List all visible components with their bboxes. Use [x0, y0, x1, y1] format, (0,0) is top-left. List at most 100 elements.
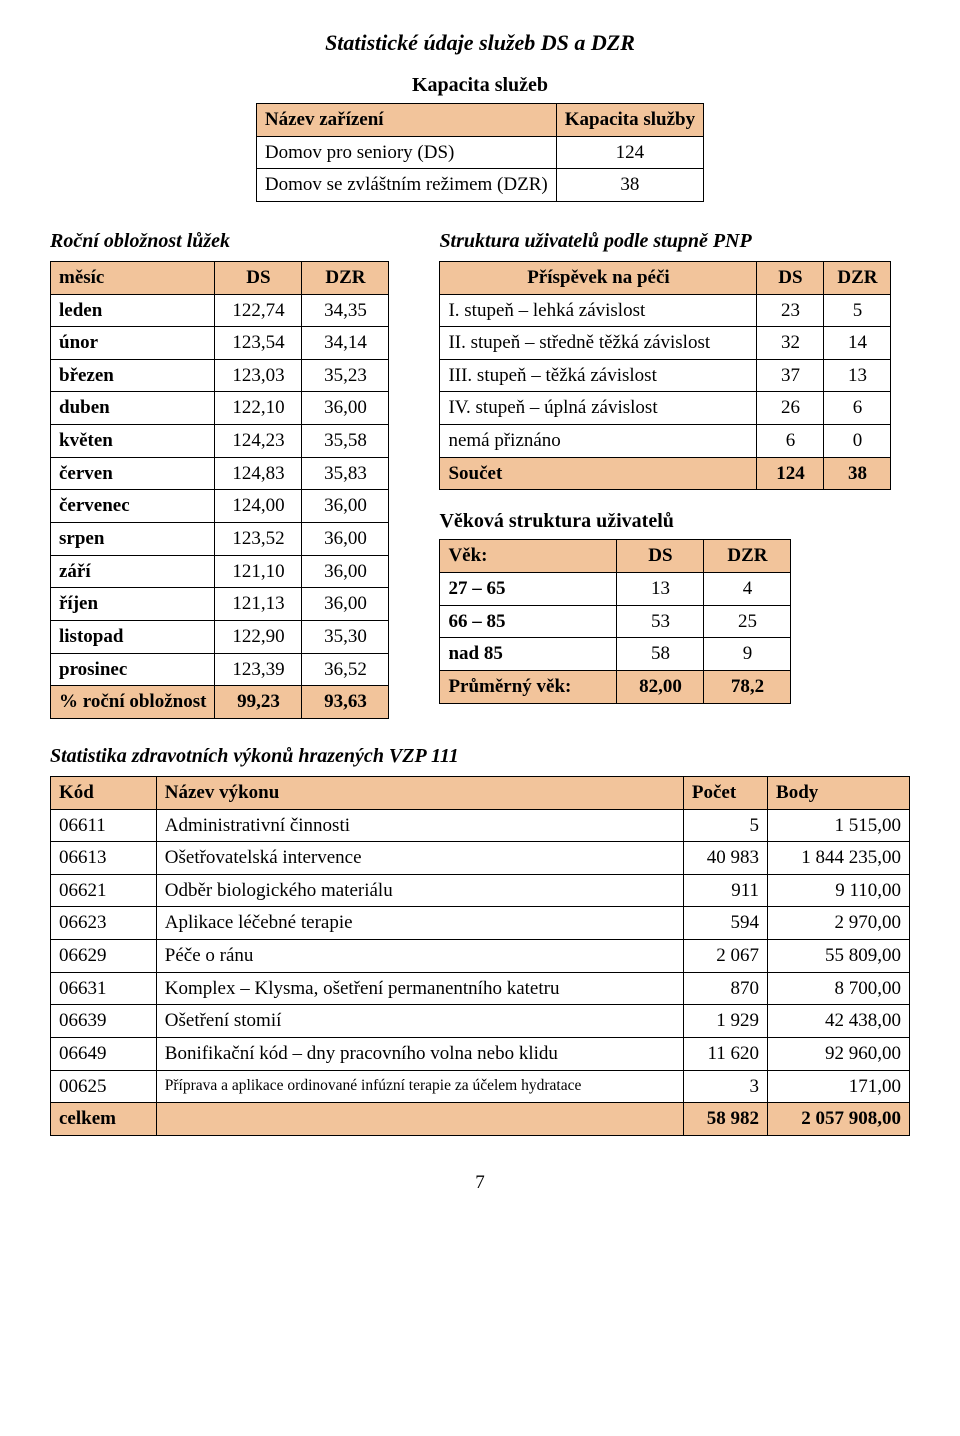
pnp-ds: 37 [757, 359, 824, 392]
vzp-name: Péče o ránu [156, 940, 683, 973]
table-row: květen124,2335,58 [51, 425, 389, 458]
vzp-name: Ošetření stomií [156, 1005, 683, 1038]
vzp-count: 1 929 [683, 1005, 767, 1038]
age-ds: 13 [617, 573, 704, 606]
table-row: červen124,8335,83 [51, 457, 389, 490]
vzp-points: 1 515,00 [768, 809, 910, 842]
age-range: nad 85 [440, 638, 617, 671]
vzp-count: 870 [683, 972, 767, 1005]
vzp-col-points: Body [768, 776, 910, 809]
table-row: 06629Péče o ránu2 06755 809,00 [51, 940, 910, 973]
month-cell: leden [51, 294, 215, 327]
month-ds: 123,39 [215, 653, 302, 686]
vzp-code: 06631 [51, 972, 157, 1005]
vzp-code: 00625 [51, 1070, 157, 1103]
vzp-code: 06629 [51, 940, 157, 973]
table-row: leden122,7434,35 [51, 294, 389, 327]
vzp-name: Aplikace léčebné terapie [156, 907, 683, 940]
table-row: prosinec123,3936,52 [51, 653, 389, 686]
pnp-dzr: 0 [824, 425, 891, 458]
vzp-table: Kód Název výkonu Počet Body 06611Adminis… [50, 776, 910, 1136]
pnp-label: II. stupeň – středně těžká závislost [440, 327, 757, 360]
vzp-points: 1 844 235,00 [768, 842, 910, 875]
table-row: 06611Administrativní činnosti51 515,00 [51, 809, 910, 842]
monthly-heading: Roční obložnost lůžek [50, 230, 389, 253]
vzp-points: 55 809,00 [768, 940, 910, 973]
pnp-ds: 26 [757, 392, 824, 425]
table-row: III. stupeň – těžká závislost3713 [440, 359, 891, 392]
table-row: I. stupeň – lehká závislost235 [440, 294, 891, 327]
table-row: 06631Komplex – Klysma, ošetření permanen… [51, 972, 910, 1005]
vzp-points: 171,00 [768, 1070, 910, 1103]
age-heading: Věková struktura uživatelů [439, 510, 910, 533]
vzp-count: 11 620 [683, 1038, 767, 1071]
month-dzr: 36,00 [302, 523, 389, 556]
vzp-points: 8 700,00 [768, 972, 910, 1005]
month-cell: únor [51, 327, 215, 360]
month-dzr: 35,83 [302, 457, 389, 490]
pnp-sum-label: Součet [440, 457, 757, 490]
month-dzr: 35,58 [302, 425, 389, 458]
age-table: Věk: DS DZR 27 – 6513466 – 855325nad 855… [439, 539, 791, 703]
vzp-code: 06611 [51, 809, 157, 842]
capacity-row-value: 124 [556, 136, 703, 169]
pnp-label: I. stupeň – lehká závislost [440, 294, 757, 327]
month-ds: 124,83 [215, 457, 302, 490]
pnp-dzr: 13 [824, 359, 891, 392]
age-dzr: 9 [704, 638, 791, 671]
table-row: IV. stupeň – úplná závislost266 [440, 392, 891, 425]
month-cell: prosinec [51, 653, 215, 686]
vzp-points: 9 110,00 [768, 874, 910, 907]
pnp-sum-ds: 124 [757, 457, 824, 490]
table-row: 66 – 855325 [440, 605, 791, 638]
age-range: 27 – 65 [440, 573, 617, 606]
table-row: 06639Ošetření stomií1 92942 438,00 [51, 1005, 910, 1038]
age-avg-ds: 82,00 [617, 670, 704, 703]
table-row: listopad122,9035,30 [51, 620, 389, 653]
vzp-count: 3 [683, 1070, 767, 1103]
table-row: 06613Ošetřovatelská intervence40 9831 84… [51, 842, 910, 875]
monthly-col-ds: DS [215, 261, 302, 294]
pnp-label: nemá přiznáno [440, 425, 757, 458]
vzp-points: 92 960,00 [768, 1038, 910, 1071]
vzp-total-count: 58 982 [683, 1103, 767, 1136]
month-ds: 124,00 [215, 490, 302, 523]
vzp-count: 5 [683, 809, 767, 842]
month-ds: 123,03 [215, 359, 302, 392]
month-dzr: 36,00 [302, 490, 389, 523]
month-dzr: 35,23 [302, 359, 389, 392]
pnp-dzr: 14 [824, 327, 891, 360]
age-dzr: 4 [704, 573, 791, 606]
month-cell: listopad [51, 620, 215, 653]
month-ds: 124,23 [215, 425, 302, 458]
vzp-points: 42 438,00 [768, 1005, 910, 1038]
pnp-dzr: 5 [824, 294, 891, 327]
capacity-row-value: 38 [556, 169, 703, 202]
month-ds: 122,74 [215, 294, 302, 327]
vzp-points: 2 970,00 [768, 907, 910, 940]
pnp-col-ds: DS [757, 261, 824, 294]
month-cell: říjen [51, 588, 215, 621]
table-row: Domov se zvláštním režimem (DZR)38 [256, 169, 703, 202]
pnp-label: IV. stupeň – úplná závislost [440, 392, 757, 425]
table-row: 27 – 65134 [440, 573, 791, 606]
month-cell: duben [51, 392, 215, 425]
vzp-name: Komplex – Klysma, ošetření permanentního… [156, 972, 683, 1005]
pnp-table: Příspěvek na péči DS DZR I. stupeň – leh… [439, 261, 891, 490]
pnp-ds: 32 [757, 327, 824, 360]
table-row: srpen123,5236,00 [51, 523, 389, 556]
month-ds: 123,54 [215, 327, 302, 360]
vzp-count: 911 [683, 874, 767, 907]
vzp-name: Ošetřovatelská intervence [156, 842, 683, 875]
month-cell: srpen [51, 523, 215, 556]
age-avg-label: Průměrný věk: [440, 670, 617, 703]
capacity-table: Název zařízení Kapacita služby Domov pro… [256, 103, 704, 202]
vzp-code: 06613 [51, 842, 157, 875]
month-ds: 122,10 [215, 392, 302, 425]
monthly-table: měsíc DS DZR leden122,7434,35únor123,543… [50, 261, 389, 719]
vzp-count: 40 983 [683, 842, 767, 875]
pnp-col-label: Příspěvek na péči [440, 261, 757, 294]
pnp-heading: Struktura uživatelů podle stupně PNP [439, 230, 910, 253]
vzp-count: 2 067 [683, 940, 767, 973]
age-avg-dzr: 78,2 [704, 670, 791, 703]
